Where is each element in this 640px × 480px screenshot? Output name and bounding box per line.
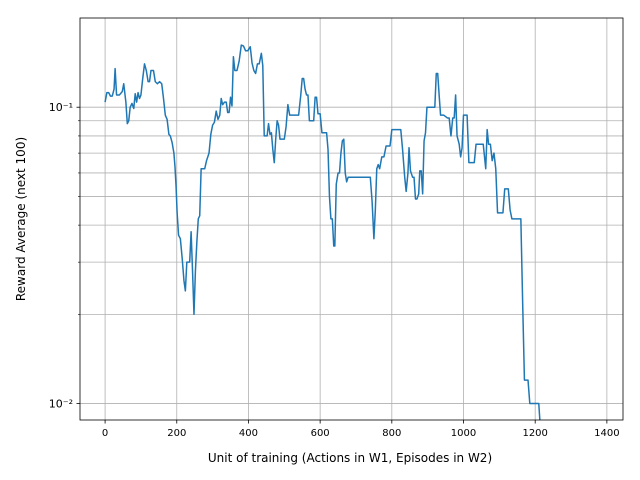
x-tick-label: 800: [382, 428, 401, 439]
y-tick-label: 10⁻²: [49, 398, 73, 411]
x-tick-label: 1200: [522, 428, 547, 439]
grid: [80, 18, 623, 420]
x-axis-ticks: 0 200 400 600 800 1000 1200 1400: [102, 420, 620, 439]
reward-average-line: [104, 44, 541, 421]
x-tick-label: 600: [311, 428, 330, 439]
y-tick-label: 10⁻¹: [49, 101, 73, 114]
x-tick-label: 0: [102, 428, 108, 439]
x-tick-label: 1400: [594, 428, 619, 439]
x-axis-label: Unit of training (Actions in W1, Episode…: [208, 451, 492, 465]
data-series: [104, 44, 541, 421]
plot-frame: [79, 17, 624, 421]
y-axis-ticks: 10⁻² 10⁻¹: [49, 101, 80, 411]
y-axis-label: Reward Average (next 100): [14, 137, 28, 301]
x-tick-label: 1000: [451, 428, 476, 439]
x-tick-label: 200: [167, 428, 186, 439]
x-tick-label: 400: [239, 428, 258, 439]
